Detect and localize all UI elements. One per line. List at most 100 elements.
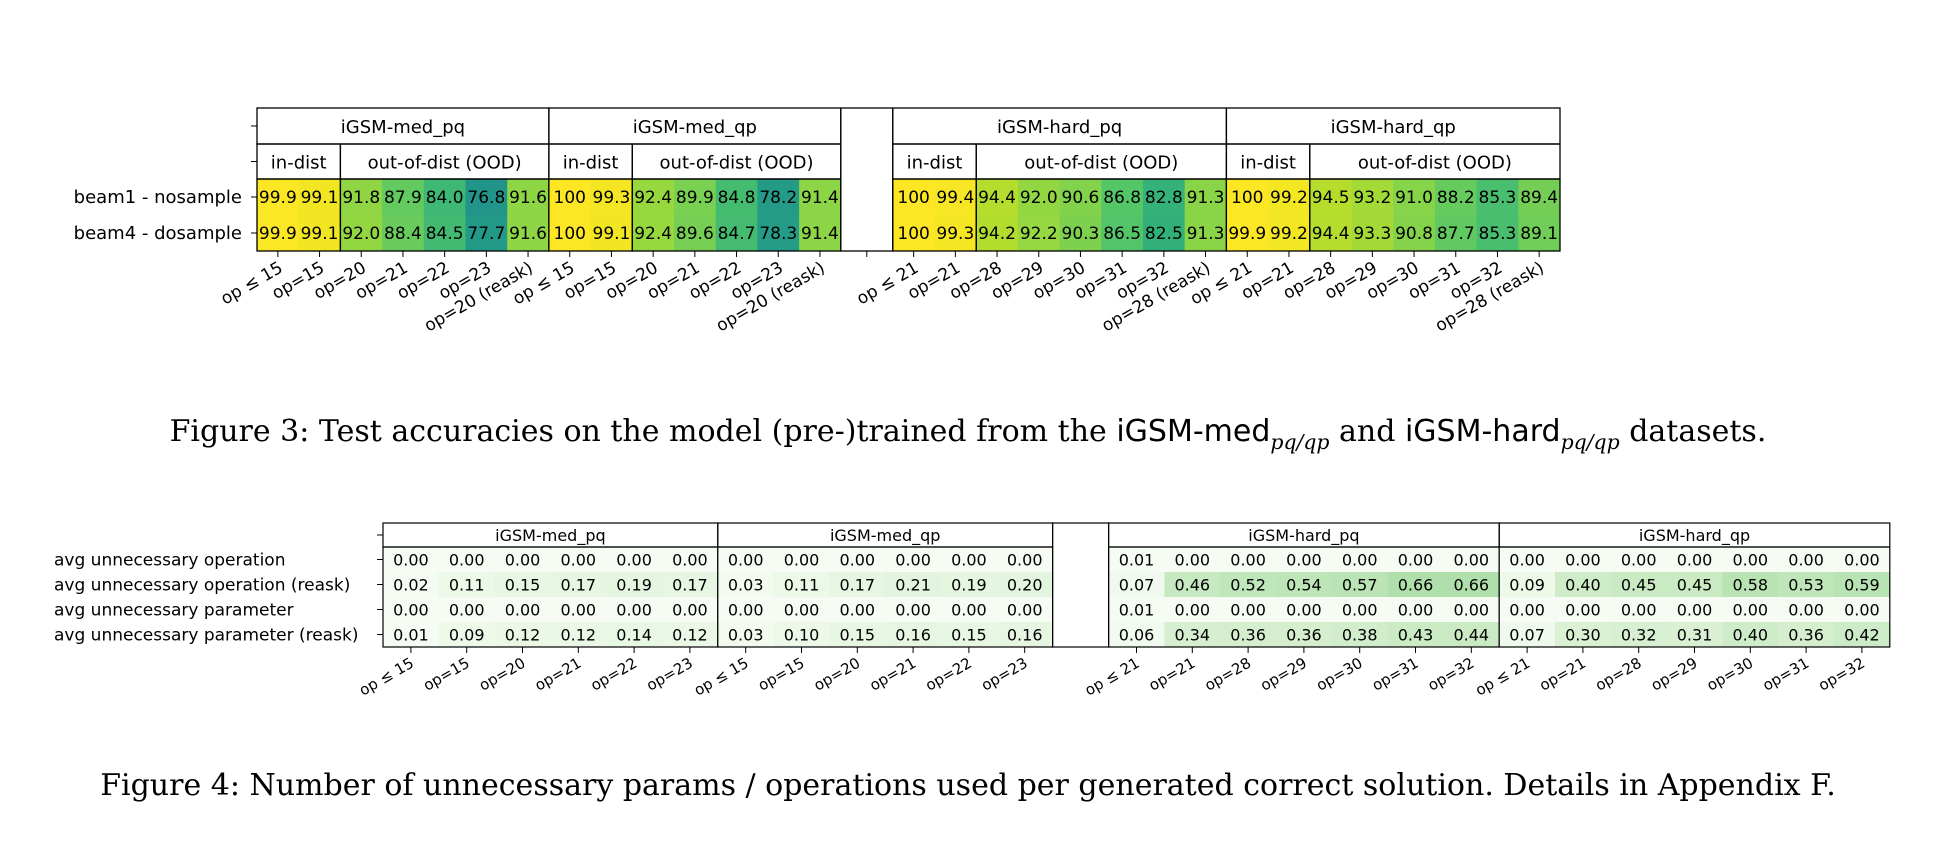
cell-value: 0.00 bbox=[1788, 551, 1824, 570]
heatmap-cell bbox=[340, 179, 383, 215]
heatmap-cell bbox=[1610, 622, 1668, 647]
heatmap-cell bbox=[465, 179, 508, 215]
heatmap-cell bbox=[715, 215, 758, 251]
heatmap-cell bbox=[799, 215, 842, 251]
heatmap-cell bbox=[941, 547, 998, 572]
heatmap-cell bbox=[674, 215, 717, 251]
cell-value: 87.9 bbox=[384, 188, 422, 208]
cell-value: 84.5 bbox=[426, 224, 464, 244]
cell-value: 0.30 bbox=[1565, 626, 1601, 645]
heatmap-cell bbox=[590, 215, 633, 251]
cell-value: 0.00 bbox=[951, 551, 987, 570]
heatmap-cell bbox=[606, 597, 663, 622]
cell-value: 0.00 bbox=[1007, 601, 1043, 620]
heatmap-cell bbox=[1108, 622, 1165, 647]
group-header: iGSM-med_pq bbox=[341, 117, 465, 138]
heatmap-cell bbox=[662, 622, 719, 647]
heatmap-cell bbox=[674, 179, 717, 215]
cell-value: 91.3 bbox=[1187, 188, 1225, 208]
heatmap-cell bbox=[1778, 547, 1835, 572]
heatmap-cell bbox=[1443, 572, 1500, 597]
cell-value: 0.00 bbox=[1732, 601, 1768, 620]
heatmap-cell bbox=[1268, 215, 1311, 251]
cell-value: 87.7 bbox=[1437, 224, 1475, 244]
heatmap-cell bbox=[1499, 597, 1556, 622]
heatmap-cell bbox=[1393, 179, 1436, 215]
cell-value: 0.31 bbox=[1677, 626, 1713, 645]
cell-value: 0.11 bbox=[784, 576, 820, 595]
x-tick-label: op=15 bbox=[755, 654, 808, 695]
heatmap-cell bbox=[1778, 622, 1835, 647]
cell-value: 0.00 bbox=[1230, 601, 1266, 620]
cell-value: 94.4 bbox=[1312, 224, 1350, 244]
dataset-name-hard: iGSM-hard bbox=[1404, 414, 1561, 449]
heatmap-cell bbox=[934, 215, 977, 251]
row-label: avg unnecessary parameter bbox=[54, 601, 294, 621]
heatmap-cell bbox=[257, 179, 300, 215]
heatmap-cell bbox=[1666, 572, 1723, 597]
heatmap-cell bbox=[1184, 215, 1227, 251]
heatmap-cell bbox=[383, 572, 440, 597]
cell-value: 0.09 bbox=[1509, 576, 1545, 595]
cell-value: 99.2 bbox=[1270, 224, 1308, 244]
heatmap-cell bbox=[717, 572, 775, 597]
cell-value: 0.00 bbox=[1844, 601, 1880, 620]
heatmap-cell bbox=[662, 597, 719, 622]
heatmap-cell bbox=[1059, 179, 1102, 215]
cell-value: 76.8 bbox=[467, 188, 505, 208]
cell-value: 0.11 bbox=[449, 576, 485, 595]
cell-value: 0.00 bbox=[1398, 551, 1434, 570]
heatmap-cell bbox=[1164, 597, 1221, 622]
heatmap-cell bbox=[1387, 547, 1444, 572]
cell-value: 91.6 bbox=[509, 188, 547, 208]
cell-value: 99.9 bbox=[1228, 224, 1266, 244]
heatmap-cell bbox=[934, 179, 977, 215]
cell-value: 99.1 bbox=[301, 188, 339, 208]
heatmap-cell bbox=[1331, 597, 1389, 622]
heatmap-cell bbox=[976, 179, 1019, 215]
heatmap-cell bbox=[941, 597, 998, 622]
cell-value: 0.20 bbox=[1007, 576, 1043, 595]
heatmap-cell bbox=[662, 547, 719, 572]
cell-value: 0.58 bbox=[1732, 576, 1768, 595]
cell-value: 0.32 bbox=[1621, 626, 1657, 645]
x-tick-label: op=31 bbox=[1369, 654, 1422, 695]
cell-value: 94.5 bbox=[1312, 188, 1350, 208]
heatmap-cell bbox=[423, 179, 466, 215]
cell-value: 0.00 bbox=[1174, 601, 1210, 620]
cell-value: 0.17 bbox=[839, 576, 875, 595]
heatmap-cell bbox=[1499, 572, 1556, 597]
heatmap-cell bbox=[715, 179, 758, 215]
heatmap-cell bbox=[1518, 215, 1561, 251]
heatmap-cell bbox=[1108, 547, 1165, 572]
heatmap-cell bbox=[1309, 215, 1352, 251]
heatmap-cell bbox=[1610, 597, 1668, 622]
cell-value: 0.00 bbox=[1342, 601, 1378, 620]
heatmap-cell bbox=[1443, 597, 1500, 622]
heatmap-cell bbox=[383, 622, 440, 647]
cell-value: 99.1 bbox=[593, 224, 631, 244]
heatmap-cell bbox=[1017, 179, 1061, 215]
group-header: iGSM-hard_pq bbox=[1248, 526, 1359, 546]
heatmap-cell bbox=[1387, 572, 1444, 597]
heatmap-cell bbox=[298, 179, 341, 215]
cell-value: 0.53 bbox=[1788, 576, 1824, 595]
x-tick-label: op=21 bbox=[866, 654, 919, 695]
cell-value: 0.34 bbox=[1174, 626, 1210, 645]
cell-value: 91.6 bbox=[509, 224, 547, 244]
heatmap-cell bbox=[717, 622, 775, 647]
group-header: iGSM-med_pq bbox=[495, 526, 605, 546]
heatmap-cell bbox=[1101, 215, 1144, 251]
cell-value: 0.00 bbox=[1174, 551, 1210, 570]
cell-value: 89.9 bbox=[676, 188, 714, 208]
cell-value: 84.8 bbox=[718, 188, 756, 208]
heatmap-cell bbox=[885, 572, 942, 597]
cell-value: 0.40 bbox=[1732, 626, 1768, 645]
heatmap-cell bbox=[662, 572, 719, 597]
caption-text: and bbox=[1329, 414, 1405, 449]
subgroup-header: in-dist bbox=[563, 153, 619, 174]
cell-value: 0.09 bbox=[449, 626, 485, 645]
heatmap-cell bbox=[1393, 215, 1436, 251]
cell-value: 0.00 bbox=[672, 551, 708, 570]
heatmap-cell bbox=[1778, 572, 1835, 597]
